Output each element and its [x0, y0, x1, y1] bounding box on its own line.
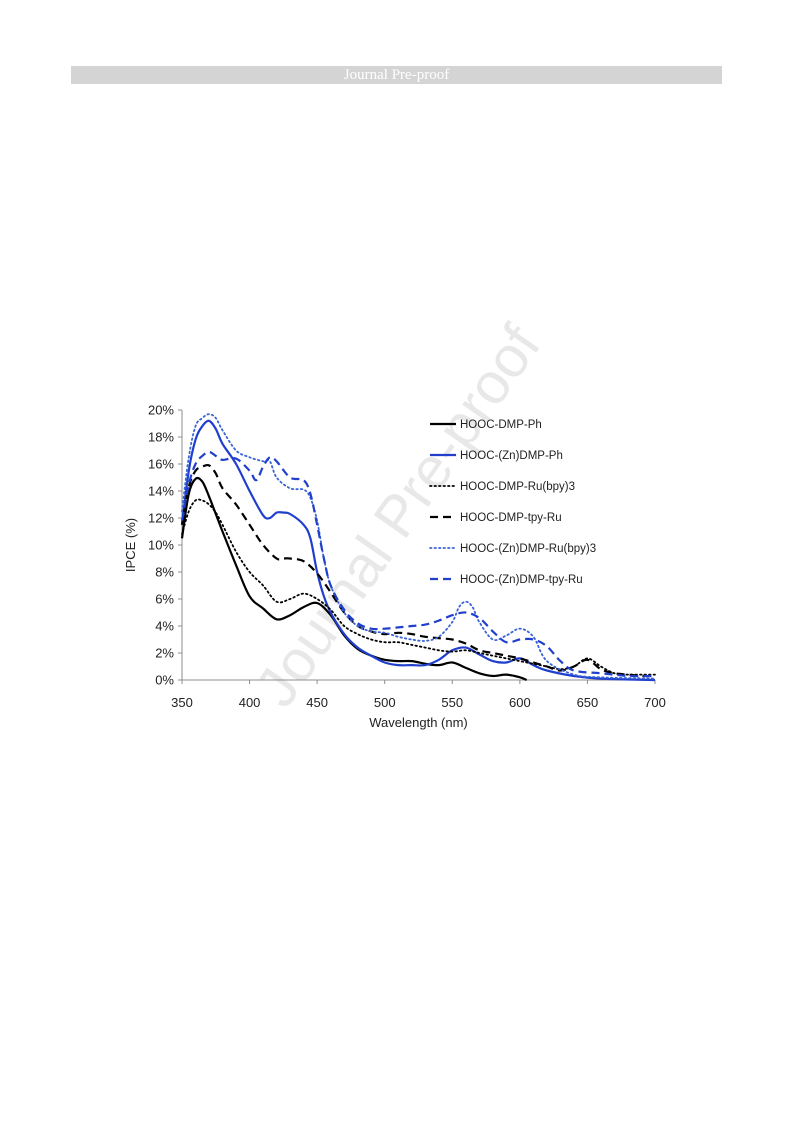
x-tick-label: 700 [644, 695, 666, 710]
y-tick-label: 6% [155, 592, 174, 607]
legend-label-6: HOOC-(Zn)DMP-tpy-Ru [460, 574, 583, 586]
x-tick-label: 500 [374, 695, 396, 710]
series-line-2 [180, 419, 656, 682]
x-axis-title: Wavelength (nm) [369, 715, 468, 730]
y-tick-label: 12% [148, 511, 174, 526]
x-tick-label: 400 [239, 695, 261, 710]
chart-series-lines [180, 413, 656, 682]
y-tick-label: 2% [155, 646, 174, 661]
y-tick-label: 8% [155, 565, 174, 580]
y-tick-label: 0% [155, 673, 174, 688]
series-line-5 [181, 413, 656, 680]
legend-label-3: HOOC-DMP-Ru(bpy)3 [460, 481, 575, 493]
y-tick-label: 18% [148, 430, 174, 445]
y-tick-label: 16% [148, 457, 174, 472]
x-tick-label: 550 [441, 695, 463, 710]
x-tick-label: 650 [577, 695, 599, 710]
legend-label-4: HOOC-DMP-tpy-Ru [460, 512, 562, 524]
legend-label-5: HOOC-(Zn)DMP-Ru(bpy)3 [460, 543, 596, 555]
chart-legend: HOOC-DMP-Ph HOOC-(Zn)DMP-Ph HOOC-DMP-Ru(bp… [429, 419, 596, 586]
journal-banner: Journal Pre-proof [71, 66, 722, 84]
series-line-4 [180, 463, 656, 678]
x-tick-label: 350 [171, 695, 193, 710]
x-tick-label: 600 [509, 695, 531, 710]
series-line-3 [181, 498, 656, 676]
y-tick-label: 20% [148, 403, 174, 418]
x-tick-label: 450 [306, 695, 328, 710]
legend-label-1: HOOC-DMP-Ph [460, 419, 542, 431]
legend-label-2: HOOC-(Zn)DMP-Ph [460, 450, 563, 462]
y-tick-label: 10% [148, 538, 174, 553]
chart-ticks: 0% 2% 4% 6% 8% 10% 12% 14% 16% 18% 20% 350 400 450 500… [148, 403, 666, 711]
series-line-6 [180, 450, 656, 678]
y-axis-title: IPCE (%) [123, 518, 138, 572]
y-tick-label: 4% [155, 619, 174, 634]
y-tick-label: 14% [148, 484, 174, 499]
